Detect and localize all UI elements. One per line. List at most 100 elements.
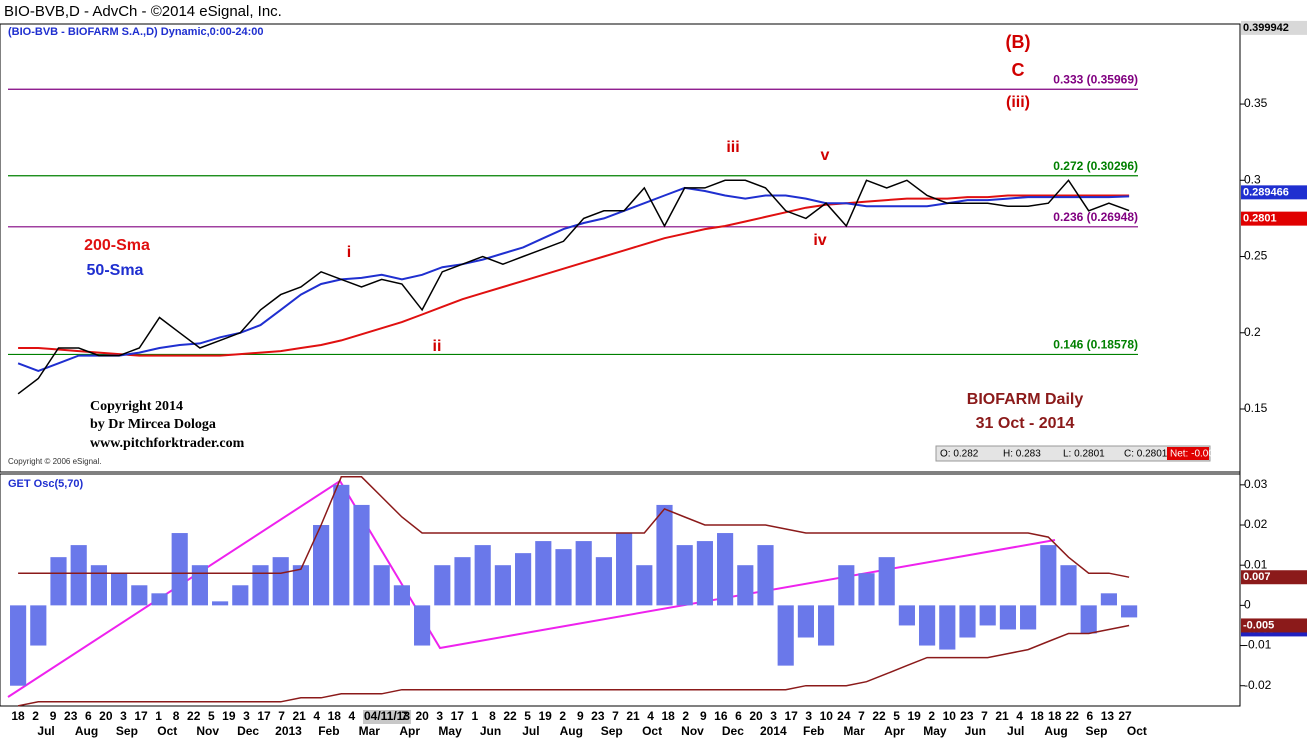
sma-line bbox=[17, 186, 1130, 372]
month-label: Jul bbox=[37, 724, 54, 738]
y-tick-label: -0.02 bbox=[1244, 678, 1272, 692]
osc-bar bbox=[797, 605, 814, 638]
day-label: 3 bbox=[120, 709, 127, 723]
month-label: 2014 bbox=[760, 724, 787, 738]
osc-bar bbox=[151, 593, 168, 606]
ohlc-label: H: 0.283 bbox=[1003, 449, 1041, 460]
osc-bar bbox=[575, 541, 592, 606]
osc-bar bbox=[414, 605, 431, 646]
osc-bar bbox=[434, 565, 451, 606]
month-label: Apr bbox=[884, 724, 905, 738]
annotation: BIOFARM Daily bbox=[967, 391, 1084, 408]
month-label: Sep bbox=[1085, 724, 1107, 738]
day-label: 04/11/13 bbox=[364, 709, 410, 723]
osc-bar bbox=[1040, 545, 1057, 606]
day-label: 20 bbox=[99, 709, 113, 723]
y-tick-label: 0 bbox=[1244, 598, 1251, 612]
value-box bbox=[1241, 20, 1307, 35]
osc-bar bbox=[999, 605, 1016, 630]
osc-bar bbox=[616, 533, 633, 606]
month-label: Aug bbox=[1044, 724, 1067, 738]
osc-bar bbox=[515, 553, 532, 606]
legend-label: 200-Sma bbox=[84, 237, 150, 254]
day-label: 16 bbox=[714, 709, 728, 723]
day-label: 17 bbox=[451, 709, 465, 723]
day-label: 23 bbox=[64, 709, 78, 723]
day-highlight bbox=[363, 710, 411, 724]
osc-bar bbox=[1080, 605, 1097, 634]
day-label: 1 bbox=[155, 709, 162, 723]
value-box bbox=[1241, 185, 1307, 200]
day-label: 18 bbox=[1030, 709, 1044, 723]
osc-bar bbox=[30, 605, 47, 646]
subtitle: (BIO-BVB - BIOFARM S.A.,D) Dynamic,0:00-… bbox=[8, 26, 264, 38]
annotation: 31 Oct - 2014 bbox=[976, 415, 1075, 432]
osc-bar bbox=[757, 545, 774, 606]
osc-bar bbox=[474, 545, 491, 606]
osc-bar bbox=[333, 484, 350, 606]
osc-bar bbox=[696, 541, 713, 606]
fib-label: 0.146 (0.18578) bbox=[1053, 338, 1138, 352]
osc-bar bbox=[717, 533, 734, 606]
value-box bbox=[1241, 211, 1307, 226]
osc-bar bbox=[535, 541, 552, 606]
day-label: 17 bbox=[134, 709, 148, 723]
osc-bar bbox=[676, 545, 693, 606]
osc-bar bbox=[252, 565, 269, 606]
axis-top-label: 0.399942 bbox=[1243, 22, 1289, 34]
day-label: 2 bbox=[928, 709, 935, 723]
value-box-label: -0.005 bbox=[1243, 619, 1274, 631]
day-label: 24 bbox=[837, 709, 851, 723]
annotation: Copyright 2014 bbox=[90, 399, 183, 414]
day-label: 19 bbox=[538, 709, 552, 723]
ohlc-label: O: 0.282 bbox=[940, 449, 979, 460]
annotation: v bbox=[821, 147, 830, 164]
day-label: 7 bbox=[858, 709, 865, 723]
osc-bar bbox=[111, 573, 128, 606]
osc-band bbox=[17, 624, 1130, 707]
day-label: 22 bbox=[1066, 709, 1080, 723]
month-label: Mar bbox=[843, 724, 865, 738]
month-label: Feb bbox=[803, 724, 824, 738]
day-label: 21 bbox=[292, 709, 306, 723]
month-label: Oct bbox=[642, 724, 662, 738]
osc-bar bbox=[70, 545, 87, 606]
y-tick-label: 0.2 bbox=[1244, 325, 1261, 339]
month-label: Aug bbox=[75, 724, 98, 738]
month-label: Jun bbox=[965, 724, 986, 738]
day-label: 9 bbox=[700, 709, 707, 723]
osc-bar bbox=[393, 585, 410, 606]
day-label: 3 bbox=[770, 709, 777, 723]
day-label: 18 bbox=[661, 709, 675, 723]
day-label: 20 bbox=[749, 709, 763, 723]
day-label: 22 bbox=[503, 709, 517, 723]
day-label: 10 bbox=[820, 709, 834, 723]
value-box-label: 0.2801 bbox=[1243, 213, 1277, 225]
day-label: 4 bbox=[647, 709, 654, 723]
y-tick-label: 0.15 bbox=[1244, 401, 1268, 415]
osc-bar bbox=[272, 557, 289, 606]
day-label: 19 bbox=[907, 709, 921, 723]
day-label: 5 bbox=[893, 709, 900, 723]
annotation: iv bbox=[813, 232, 826, 249]
month-label: Feb bbox=[318, 724, 339, 738]
day-label: 1 bbox=[472, 709, 479, 723]
value-box-label: 0.289466 bbox=[1243, 186, 1289, 198]
osc-bar bbox=[818, 605, 835, 646]
osc-bar bbox=[858, 573, 875, 606]
day-label: 19 bbox=[222, 709, 236, 723]
osc-bar bbox=[50, 557, 67, 606]
annotation: Copyright © 2006 eSignal. bbox=[8, 457, 102, 466]
ohlc-label: Net: -0.0016 bbox=[1170, 449, 1225, 460]
annotation: (iii) bbox=[1006, 94, 1030, 111]
day-label: 7 bbox=[401, 709, 408, 723]
fib-label: 0.333 (0.35969) bbox=[1053, 72, 1138, 86]
month-label: Dec bbox=[722, 724, 744, 738]
day-label: 7 bbox=[612, 709, 619, 723]
sma-line bbox=[18, 194, 1130, 357]
day-label: 4 bbox=[1016, 709, 1023, 723]
osc-bar bbox=[313, 525, 330, 606]
osc-bar bbox=[878, 557, 895, 606]
day-label: 7 bbox=[278, 709, 285, 723]
osc-bar bbox=[1121, 605, 1138, 618]
